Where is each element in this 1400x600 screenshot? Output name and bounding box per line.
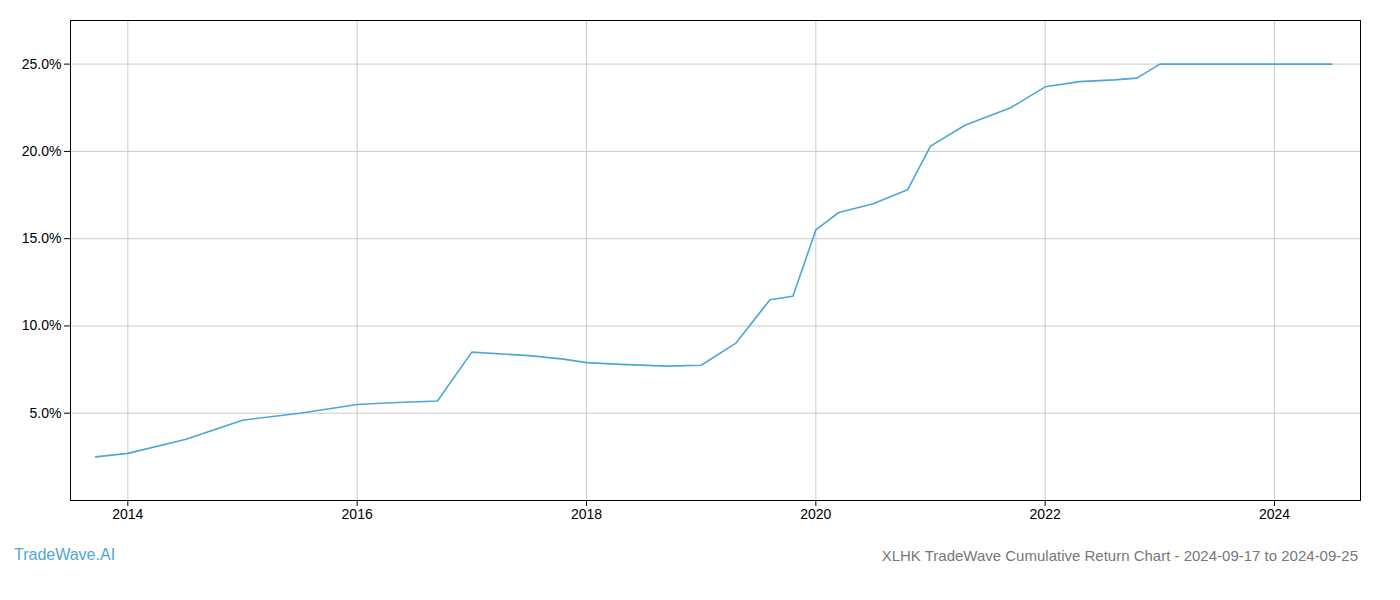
svg-text:2020: 2020 (800, 506, 831, 522)
svg-text:2014: 2014 (112, 506, 143, 522)
svg-text:2018: 2018 (571, 506, 602, 522)
svg-text:2016: 2016 (342, 506, 373, 522)
svg-text:25.0%: 25.0% (22, 56, 62, 72)
svg-text:5.0%: 5.0% (30, 405, 62, 421)
html-text:XLHK TradeWave Cumulative Retu: XLHK TradeWave Cumulative Return Chart -… (881, 547, 1358, 564)
svg-text:15.0%: 15.0% (22, 230, 62, 246)
svg-text:2024: 2024 (1259, 506, 1290, 522)
html-text:TradeWave.AI: TradeWave.AI (14, 546, 116, 563)
svg-text:2022: 2022 (1030, 506, 1061, 522)
svg-text:20.0%: 20.0% (22, 143, 62, 159)
svg-text:10.0%: 10.0% (22, 317, 62, 333)
